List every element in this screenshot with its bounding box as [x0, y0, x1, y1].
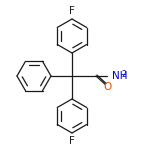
Text: F: F — [69, 6, 75, 16]
Text: O: O — [104, 82, 112, 92]
Text: F: F — [69, 136, 75, 146]
Text: NH: NH — [112, 71, 128, 81]
Text: 2: 2 — [121, 70, 126, 79]
